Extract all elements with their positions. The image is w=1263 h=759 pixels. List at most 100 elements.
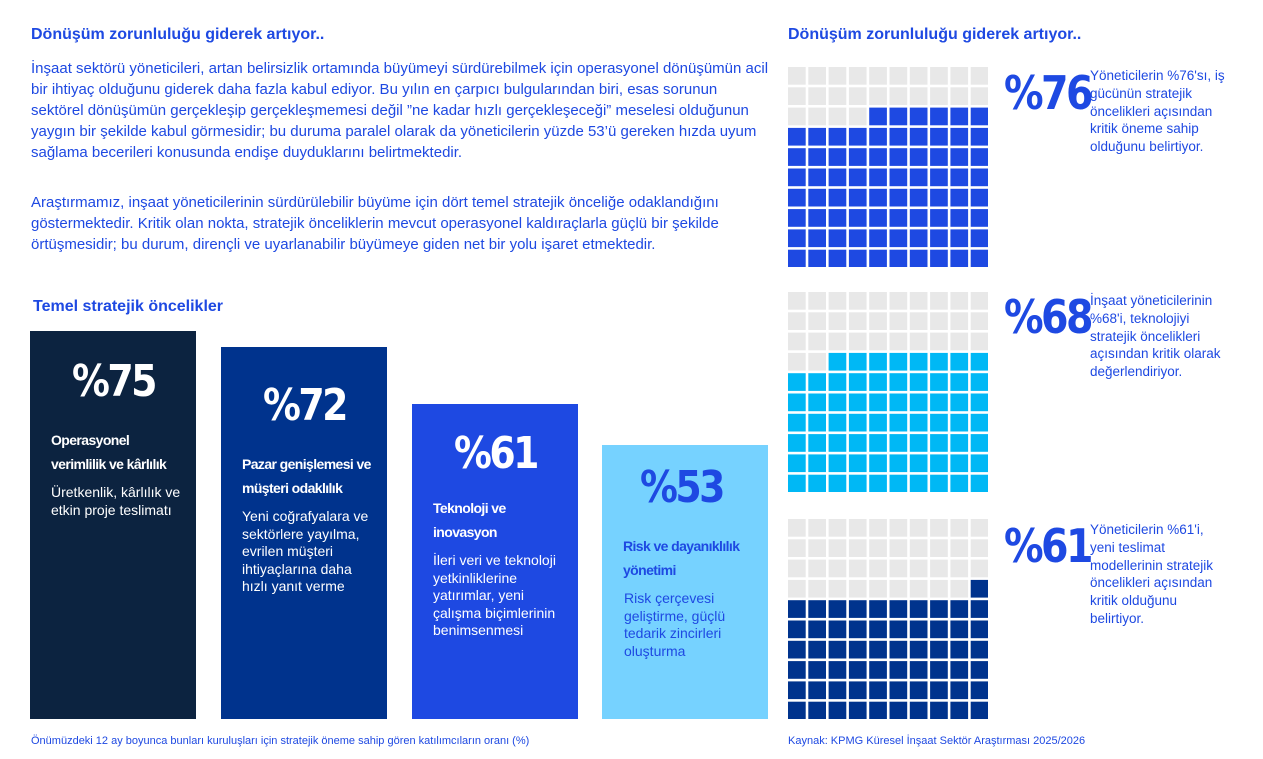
bar-description: Risk çerçevesi geliştirme, güçlü tedarik… bbox=[624, 590, 726, 659]
waffle-percentage: %68 bbox=[1004, 290, 1094, 344]
waffle-cell-filled bbox=[788, 168, 806, 187]
waffle-cell-empty bbox=[909, 332, 928, 351]
waffle-cell-filled bbox=[869, 148, 887, 166]
waffle-cell-filled bbox=[848, 620, 867, 639]
waffle-cell-filled bbox=[909, 413, 928, 432]
waffle-cell-filled bbox=[808, 209, 826, 227]
waffle-cell-empty bbox=[788, 332, 806, 351]
waffle-cell-empty bbox=[930, 312, 948, 330]
waffle-cell-filled bbox=[848, 188, 867, 207]
waffle-cell-empty bbox=[828, 579, 847, 598]
waffle-cell-empty bbox=[930, 559, 948, 578]
waffle-cell-filled bbox=[909, 393, 928, 412]
waffle-cell-empty bbox=[970, 67, 989, 85]
waffle-cell-filled bbox=[970, 209, 989, 227]
waffle-cell-filled bbox=[869, 229, 887, 248]
waffle-cell-empty bbox=[909, 292, 928, 310]
waffle-cell-filled bbox=[808, 620, 826, 639]
waffle-cell-empty bbox=[788, 352, 806, 371]
waffle-cell-filled bbox=[808, 454, 826, 473]
waffle-cell-empty bbox=[788, 519, 806, 537]
waffle-cell-filled bbox=[848, 600, 867, 618]
waffle-cell-filled bbox=[788, 620, 806, 639]
waffle-cell-filled bbox=[889, 188, 908, 207]
waffle-cell-filled bbox=[909, 434, 928, 452]
waffle-cell-empty bbox=[808, 107, 826, 126]
waffle-cell-empty bbox=[889, 332, 908, 351]
waffle-cell-empty bbox=[909, 312, 928, 330]
waffle-cell-filled bbox=[909, 148, 928, 166]
waffle-cell-filled bbox=[950, 373, 969, 391]
waffle-cell-filled bbox=[909, 249, 928, 268]
waffle-cell-empty bbox=[828, 87, 847, 105]
waffle-cell-filled bbox=[869, 454, 887, 473]
waffle-cell-empty bbox=[848, 559, 867, 578]
waffle-cell-filled bbox=[909, 701, 928, 720]
waffle-cell-empty bbox=[869, 539, 887, 557]
waffle-cell-filled bbox=[950, 681, 969, 700]
waffle-cell-filled bbox=[889, 640, 908, 659]
waffle-cell-filled bbox=[828, 188, 847, 207]
waffle-cell-filled bbox=[930, 620, 948, 639]
waffle-cell-empty bbox=[909, 87, 928, 105]
waffle-cell-filled bbox=[950, 249, 969, 268]
waffle-cell-filled bbox=[848, 681, 867, 700]
waffle-cell-filled bbox=[930, 168, 948, 187]
waffle-cell-filled bbox=[889, 209, 908, 227]
waffle-cell-empty bbox=[869, 87, 887, 105]
waffle-cell-filled bbox=[788, 434, 806, 452]
waffle-cell-empty bbox=[889, 519, 908, 537]
waffle-cell-empty bbox=[909, 519, 928, 537]
waffle-cell-empty bbox=[848, 332, 867, 351]
waffle-cell-filled bbox=[848, 229, 867, 248]
waffle-cell-filled bbox=[950, 474, 969, 493]
waffle-cell-filled bbox=[889, 249, 908, 268]
waffle-cell-filled bbox=[889, 127, 908, 146]
right-heading: Dönüşüm zorunluluğu giderek artıyor.. bbox=[788, 26, 1082, 43]
waffle-cell-filled bbox=[869, 413, 887, 432]
bar-value-label: %72 bbox=[263, 380, 348, 431]
waffle-cell-filled bbox=[808, 474, 826, 493]
waffle-cell-empty bbox=[950, 292, 969, 310]
waffle-cell-filled bbox=[950, 620, 969, 639]
waffle-cell-filled bbox=[788, 600, 806, 618]
waffle-cell-empty bbox=[889, 67, 908, 85]
waffle-cell-filled bbox=[808, 148, 826, 166]
waffle-cell-empty bbox=[930, 292, 948, 310]
waffle-cell-filled bbox=[848, 701, 867, 720]
waffle-cell-filled bbox=[869, 127, 887, 146]
waffle-cell-filled bbox=[950, 393, 969, 412]
waffle-cell-filled bbox=[970, 352, 989, 371]
waffle-cell-filled bbox=[970, 107, 989, 126]
waffle-cell-empty bbox=[808, 332, 826, 351]
waffle-cell-filled bbox=[848, 434, 867, 452]
waffle-cell-empty bbox=[970, 87, 989, 105]
waffle-cell-empty bbox=[869, 292, 887, 310]
waffle-cell-filled bbox=[808, 127, 826, 146]
waffle-cell-empty bbox=[950, 332, 969, 351]
bar-title: Pazar genişlemesi ve müşteri odaklılık bbox=[242, 456, 371, 496]
waffle-cell-filled bbox=[909, 352, 928, 371]
waffle-cell-filled bbox=[889, 474, 908, 493]
waffle-cell-empty bbox=[828, 519, 847, 537]
waffle-cell-filled bbox=[970, 168, 989, 187]
waffle-cell-empty bbox=[970, 332, 989, 351]
waffle-cell-filled bbox=[930, 188, 948, 207]
waffle-cell-filled bbox=[808, 393, 826, 412]
waffle-chart-2 bbox=[788, 292, 989, 493]
waffle-cell-filled bbox=[909, 681, 928, 700]
source-note: Kaynak: KPMG Küresel İnşaat Sektör Araşt… bbox=[788, 735, 1086, 747]
waffle-cell-filled bbox=[848, 127, 867, 146]
waffle-cell-empty bbox=[848, 87, 867, 105]
waffle-cell-empty bbox=[889, 579, 908, 598]
waffle-cell-empty bbox=[828, 559, 847, 578]
waffle-cell-empty bbox=[909, 67, 928, 85]
waffle-cell-empty bbox=[869, 67, 887, 85]
waffle-cell-empty bbox=[808, 67, 826, 85]
waffle-cell-filled bbox=[909, 661, 928, 679]
intro-paragraph-2: Araştırmamız, inşaat yöneticilerinin sür… bbox=[31, 194, 719, 253]
waffle-cell-filled bbox=[808, 168, 826, 187]
waffle-cell-empty bbox=[808, 312, 826, 330]
waffle-cell-filled bbox=[808, 434, 826, 452]
waffle-cell-filled bbox=[869, 373, 887, 391]
